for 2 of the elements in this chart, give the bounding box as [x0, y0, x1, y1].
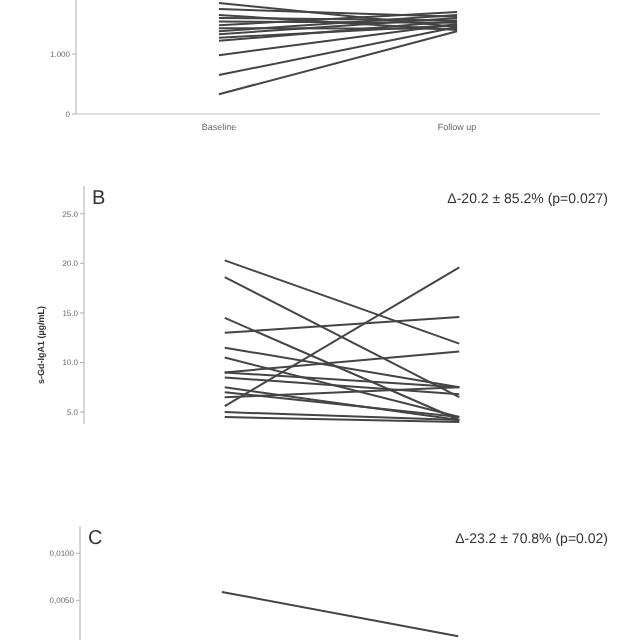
chart-title: C	[88, 528, 103, 550]
chart-title: B	[92, 188, 106, 210]
